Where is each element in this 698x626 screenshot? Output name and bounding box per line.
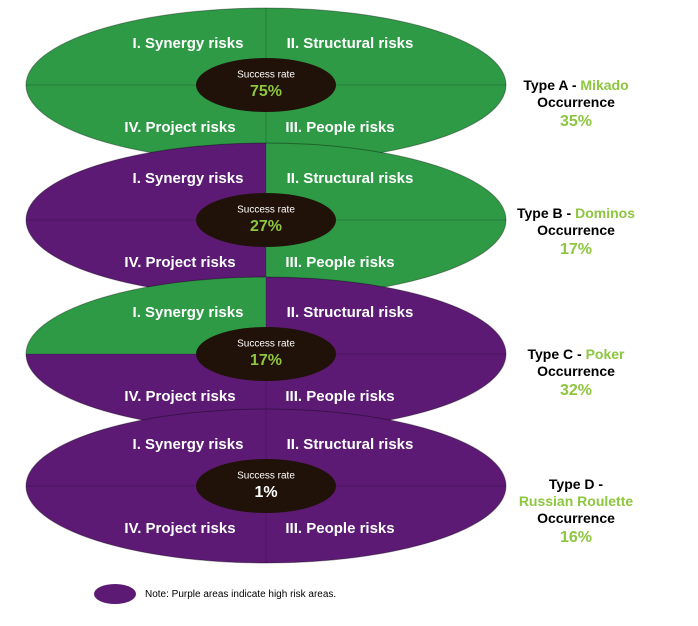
quadrant-q3-type-a bbox=[266, 85, 506, 162]
quadrant-label-project: IV. Project risks bbox=[124, 520, 235, 537]
quadrant-label-structural: II. Structural risks bbox=[287, 35, 414, 52]
type-label: Type C - bbox=[527, 346, 582, 362]
type-block-d: Type D - Russian Roulette Occurrence 16% bbox=[501, 476, 651, 546]
type-label: Type A - bbox=[523, 77, 577, 93]
ellipse-outline bbox=[25, 408, 507, 564]
quadrant-label-people: III. People risks bbox=[285, 388, 394, 405]
success-rate-badge bbox=[196, 459, 336, 513]
occurrence-label: Occurrence bbox=[537, 363, 615, 379]
occurrence-label: Occurrence bbox=[537, 510, 615, 526]
quadrant-q3-type-b bbox=[266, 220, 506, 297]
legend-note: Note: Purple areas indicate high risk ar… bbox=[94, 583, 336, 605]
occurrence-label: Occurrence bbox=[537, 94, 615, 110]
success-rate-value: 75% bbox=[250, 83, 282, 100]
scenario-ellipse-type-d: I. Synergy risks II. Structural risks III.… bbox=[25, 408, 507, 564]
success-rate-label: Success rate bbox=[237, 339, 295, 350]
quadrant-q2-type-b bbox=[266, 143, 506, 220]
type-name-line: Russian Roulette bbox=[501, 493, 651, 510]
type-title: Type C - Poker bbox=[501, 346, 651, 363]
quadrant-label-people: III. People risks bbox=[285, 520, 394, 537]
legend-swatch bbox=[94, 584, 136, 604]
quadrant-q3-type-d bbox=[266, 486, 506, 563]
success-rate-badge bbox=[196, 327, 336, 381]
quadrant-label-project: IV. Project risks bbox=[124, 119, 235, 136]
type-label: Type D - bbox=[548, 476, 604, 492]
quadrant-label-people: III. People risks bbox=[285, 254, 394, 271]
type-name: Dominos bbox=[575, 205, 635, 221]
quadrant-q2-type-a bbox=[266, 8, 506, 85]
quadrant-q4-type-d bbox=[26, 486, 266, 563]
type-label: Type B - bbox=[517, 205, 572, 221]
scenario-ellipse-type-a: I. Synergy risks II. Structural risks III.… bbox=[25, 7, 507, 163]
quadrant-label-synergy: I. Synergy risks bbox=[133, 436, 244, 453]
quadrant-label-structural: II. Structural risks bbox=[287, 436, 414, 453]
success-rate-label: Success rate bbox=[237, 70, 295, 81]
quadrant-label-project: IV. Project risks bbox=[124, 388, 235, 405]
success-rate-label: Success rate bbox=[237, 471, 295, 482]
quadrant-label-structural: II. Structural risks bbox=[287, 304, 414, 321]
type-block-c: Type C - Poker Occurrence 32% bbox=[501, 346, 651, 399]
success-rate-value: 27% bbox=[250, 218, 282, 235]
success-rate-badge bbox=[196, 193, 336, 247]
quadrant-label-synergy: I. Synergy risks bbox=[133, 170, 244, 187]
legend-note-text: Note: Purple areas indicate high risk ar… bbox=[145, 588, 337, 600]
quadrant-q2-type-d bbox=[266, 409, 506, 486]
occurrence-value: 17% bbox=[559, 241, 593, 258]
occurrence-value: 35% bbox=[559, 113, 593, 130]
quadrant-label-people: III. People risks bbox=[285, 119, 394, 136]
occurrence-label: Occurrence bbox=[537, 222, 615, 238]
success-rate-value: 17% bbox=[250, 352, 282, 369]
type-title: Type A - Mikado bbox=[501, 77, 651, 94]
quadrant-q4-type-a bbox=[26, 85, 266, 162]
quadrant-q1-type-d bbox=[26, 409, 266, 486]
occurrence-value: 32% bbox=[559, 382, 593, 399]
quadrant-label-structural: II. Structural risks bbox=[287, 170, 414, 187]
quadrant-label-project: IV. Project risks bbox=[124, 254, 235, 271]
occurrence-value: 16% bbox=[559, 529, 593, 546]
success-rate-badge bbox=[196, 58, 336, 112]
type-name: Poker bbox=[585, 346, 625, 362]
type-block-b: Type B - Dominos Occurrence 17% bbox=[501, 205, 651, 258]
scenario-ellipse-type-c: I. Synergy risks II. Structural risks III.… bbox=[25, 276, 507, 432]
scenario-ellipse-type-b: I. Synergy risks II. Structural risks III.… bbox=[25, 142, 507, 298]
type-block-a: Type A - Mikado Occurrence 35% bbox=[501, 77, 651, 130]
quadrant-q2-type-c bbox=[266, 277, 506, 354]
type-name: Mikado bbox=[580, 77, 629, 93]
success-rate-value: 1% bbox=[254, 484, 277, 501]
type-name: Russian Roulette bbox=[518, 493, 634, 509]
type-title: Type D - bbox=[501, 476, 651, 493]
success-rate-label: Success rate bbox=[237, 205, 295, 216]
quadrant-q1-type-a bbox=[26, 8, 266, 85]
quadrant-label-synergy: I. Synergy risks bbox=[133, 35, 244, 52]
quadrant-q4-type-b bbox=[26, 220, 266, 297]
quadrant-q1-type-b bbox=[26, 143, 266, 220]
quadrant-q1-type-c bbox=[26, 277, 266, 354]
type-title: Type B - Dominos bbox=[501, 205, 651, 222]
quadrant-label-synergy: I. Synergy risks bbox=[133, 304, 244, 321]
